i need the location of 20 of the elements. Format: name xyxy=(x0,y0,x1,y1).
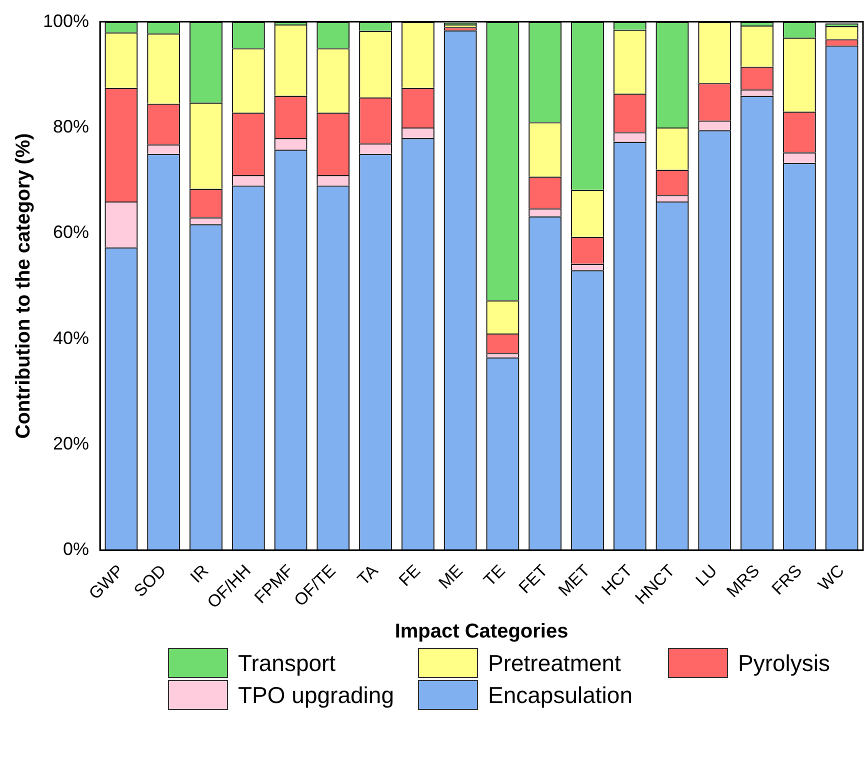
x-tick-label: TE xyxy=(480,561,509,590)
x-tick-label: FE xyxy=(395,561,424,590)
x-tick-label: IR xyxy=(186,561,212,587)
x-tick-label: LU xyxy=(692,561,721,590)
legend-label: Pretreatment xyxy=(488,650,621,676)
x-tick-label: WC xyxy=(814,561,848,595)
x-tick-label: ME xyxy=(435,561,466,593)
legend-label: Pyrolysis xyxy=(738,650,830,676)
legend-label: Transport xyxy=(238,650,336,676)
x-axis-title: Impact Categories xyxy=(394,620,568,643)
y-tick-label: 100% xyxy=(42,10,90,31)
y-tick-label: 0% xyxy=(63,539,90,560)
y-tick-label: 40% xyxy=(53,328,90,348)
x-tick-label: TA xyxy=(354,560,382,590)
legend-label: TPO upgrading xyxy=(238,682,394,708)
y-tick-label: 60% xyxy=(53,222,90,242)
y-tick-label: 80% xyxy=(53,116,90,136)
y-tick-label: 20% xyxy=(53,433,90,454)
legend-label: Encapsulation xyxy=(488,682,632,708)
y-axis-title: Contribution to the category (%) xyxy=(12,133,35,439)
